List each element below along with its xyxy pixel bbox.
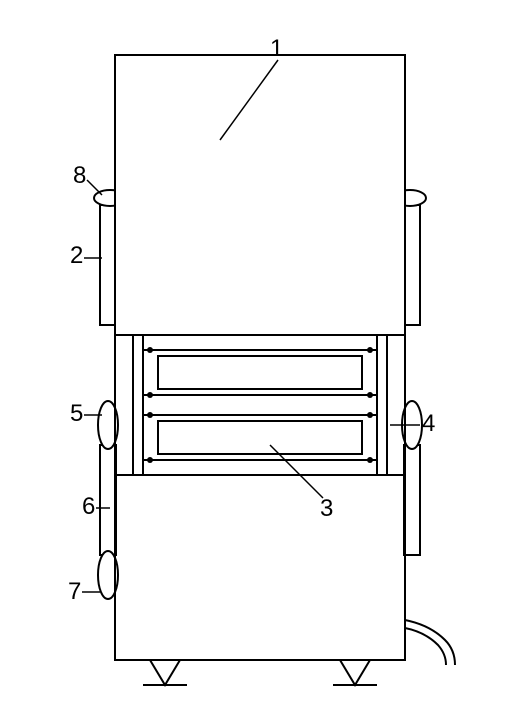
joint-marker <box>147 457 153 463</box>
joint-marker <box>367 392 373 398</box>
lead-line-8 <box>87 180 102 195</box>
left-connector-bar <box>100 445 116 555</box>
joint-marker <box>367 347 373 353</box>
inner-slot-lower <box>158 421 362 454</box>
label-3: 3 <box>320 495 333 523</box>
joint-marker <box>367 412 373 418</box>
foot-right <box>340 660 370 685</box>
lead-line-3 <box>270 445 323 498</box>
label-1: 1 <box>270 35 283 63</box>
cable-inner <box>405 628 446 665</box>
label-6: 6 <box>82 493 95 521</box>
right-connector-bar <box>404 445 420 555</box>
joint-marker <box>147 347 153 353</box>
joint-marker <box>367 457 373 463</box>
technical-diagram: 1 2 3 4 5 6 7 8 <box>0 0 518 711</box>
joint-marker <box>147 392 153 398</box>
left-side-block <box>100 205 115 325</box>
top-block-rect <box>115 55 405 335</box>
joint-marker <box>147 412 153 418</box>
inner-slot-upper <box>158 356 362 389</box>
label-2: 2 <box>70 242 83 270</box>
cable-outer <box>405 620 455 665</box>
right-side-block <box>405 205 420 325</box>
label-8: 8 <box>73 162 86 190</box>
foot-left <box>150 660 180 685</box>
label-4: 4 <box>422 410 435 438</box>
label-5: 5 <box>70 400 83 428</box>
label-7: 7 <box>68 578 81 606</box>
